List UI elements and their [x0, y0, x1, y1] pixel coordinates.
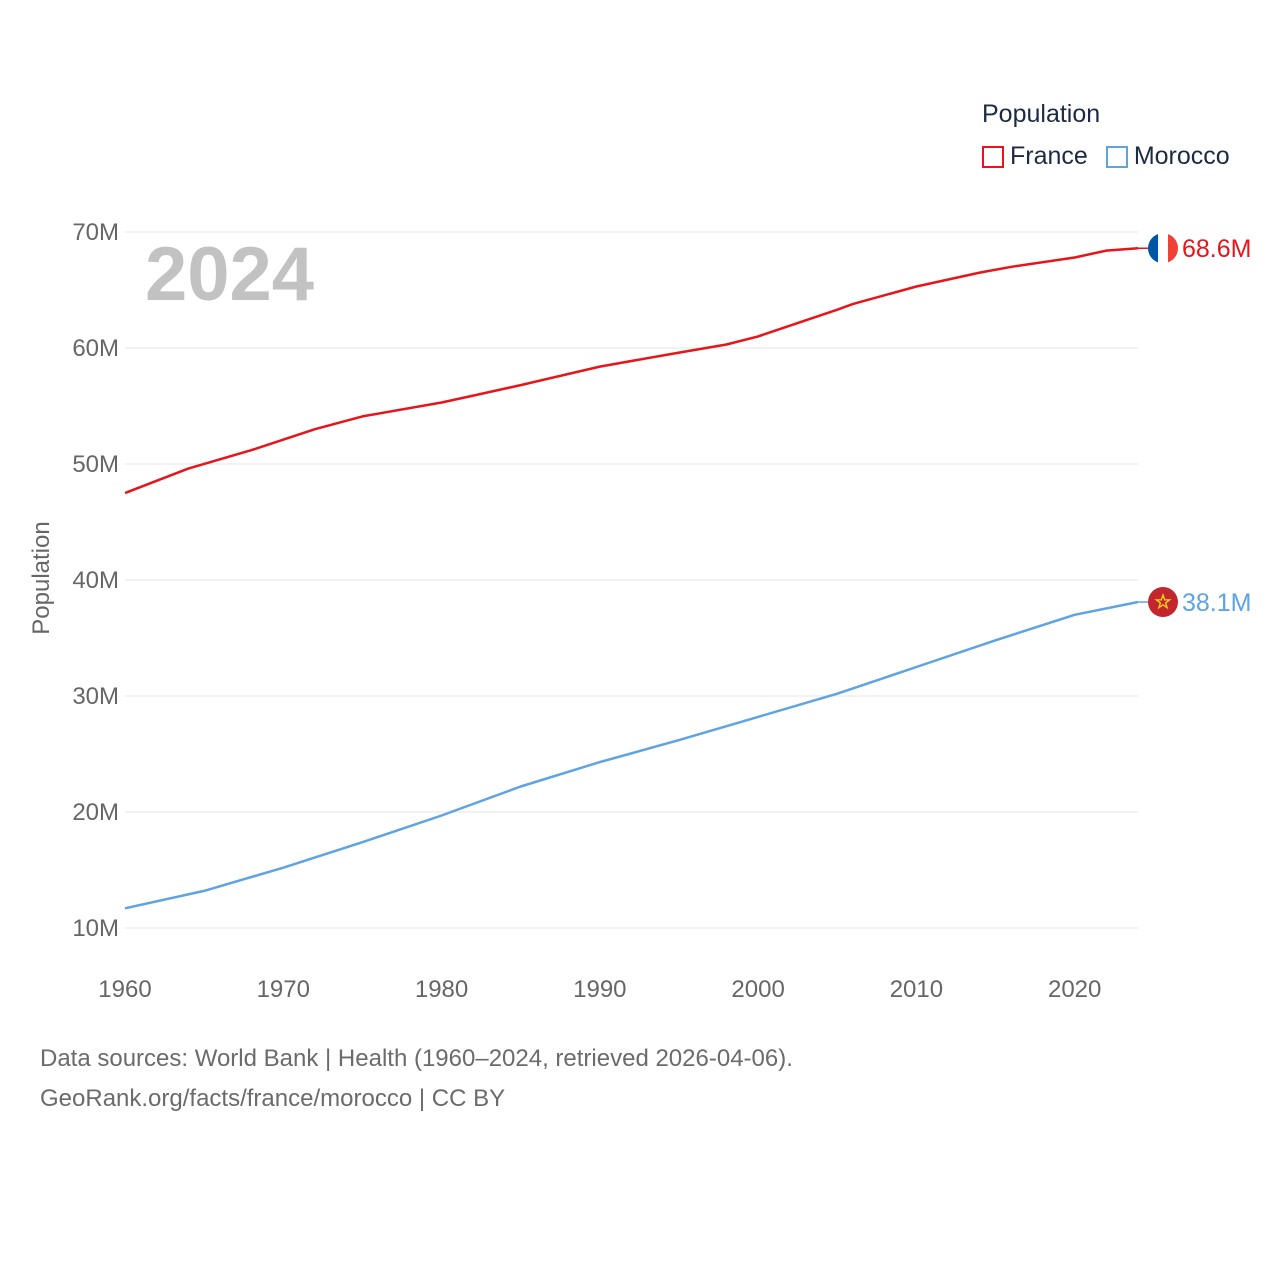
x-tick-label: 2010 [890, 976, 943, 1003]
y-tick-label: 50M [72, 451, 119, 478]
y-tick-label: 10M [72, 915, 119, 942]
x-axis-ticks: 1960 1970 1980 1990 2000 2010 2020 [98, 976, 1101, 1003]
legend-label-morocco: Morocco [1133, 142, 1230, 170]
x-tick-label: 2000 [731, 976, 784, 1003]
footer-sources: Data sources: World Bank | Health (1960–… [40, 1045, 793, 1072]
series-line-france [124, 246, 1139, 495]
legend-title: Population [982, 100, 1101, 128]
series-lines [124, 246, 1139, 910]
x-tick-label: 2020 [1048, 976, 1101, 1003]
y-tick-label: 20M [72, 799, 119, 826]
series-end-markers: 68.6M 38.1M [1138, 233, 1251, 618]
france-flag-icon [1148, 233, 1178, 264]
morocco-flag-icon [1148, 587, 1178, 618]
x-tick-label: 1970 [257, 976, 310, 1003]
legend-swatch-france [982, 145, 1004, 168]
series-line-morocco [124, 600, 1139, 910]
legend-item-morocco[interactable]: Morocco [1105, 142, 1230, 171]
legend-item-france[interactable]: France [982, 142, 1088, 171]
y-axis-title: Population [28, 521, 55, 635]
y-tick-label: 30M [72, 683, 119, 710]
y-tick-label: 40M [72, 567, 119, 594]
x-tick-label: 1960 [98, 976, 151, 1003]
end-value-label-france: 68.6M [1182, 235, 1251, 263]
year-label: 2024 [145, 232, 314, 317]
grid-lines [125, 231, 1138, 929]
x-tick-label: 1980 [415, 976, 468, 1003]
legend-label-france: France [1010, 142, 1088, 170]
legend-swatch-morocco [1105, 145, 1128, 168]
y-axis-ticks: 10M 20M 30M 40M 50M 60M 70M [72, 219, 119, 942]
footer-credit: GeoRank.org/facts/france/morocco | CC BY [40, 1085, 506, 1112]
end-value-label-morocco: 38.1M [1182, 589, 1251, 617]
y-tick-label: 70M [72, 219, 119, 246]
x-tick-label: 1990 [573, 976, 626, 1003]
legend: France Morocco [982, 142, 1248, 171]
y-tick-label: 60M [72, 335, 119, 362]
